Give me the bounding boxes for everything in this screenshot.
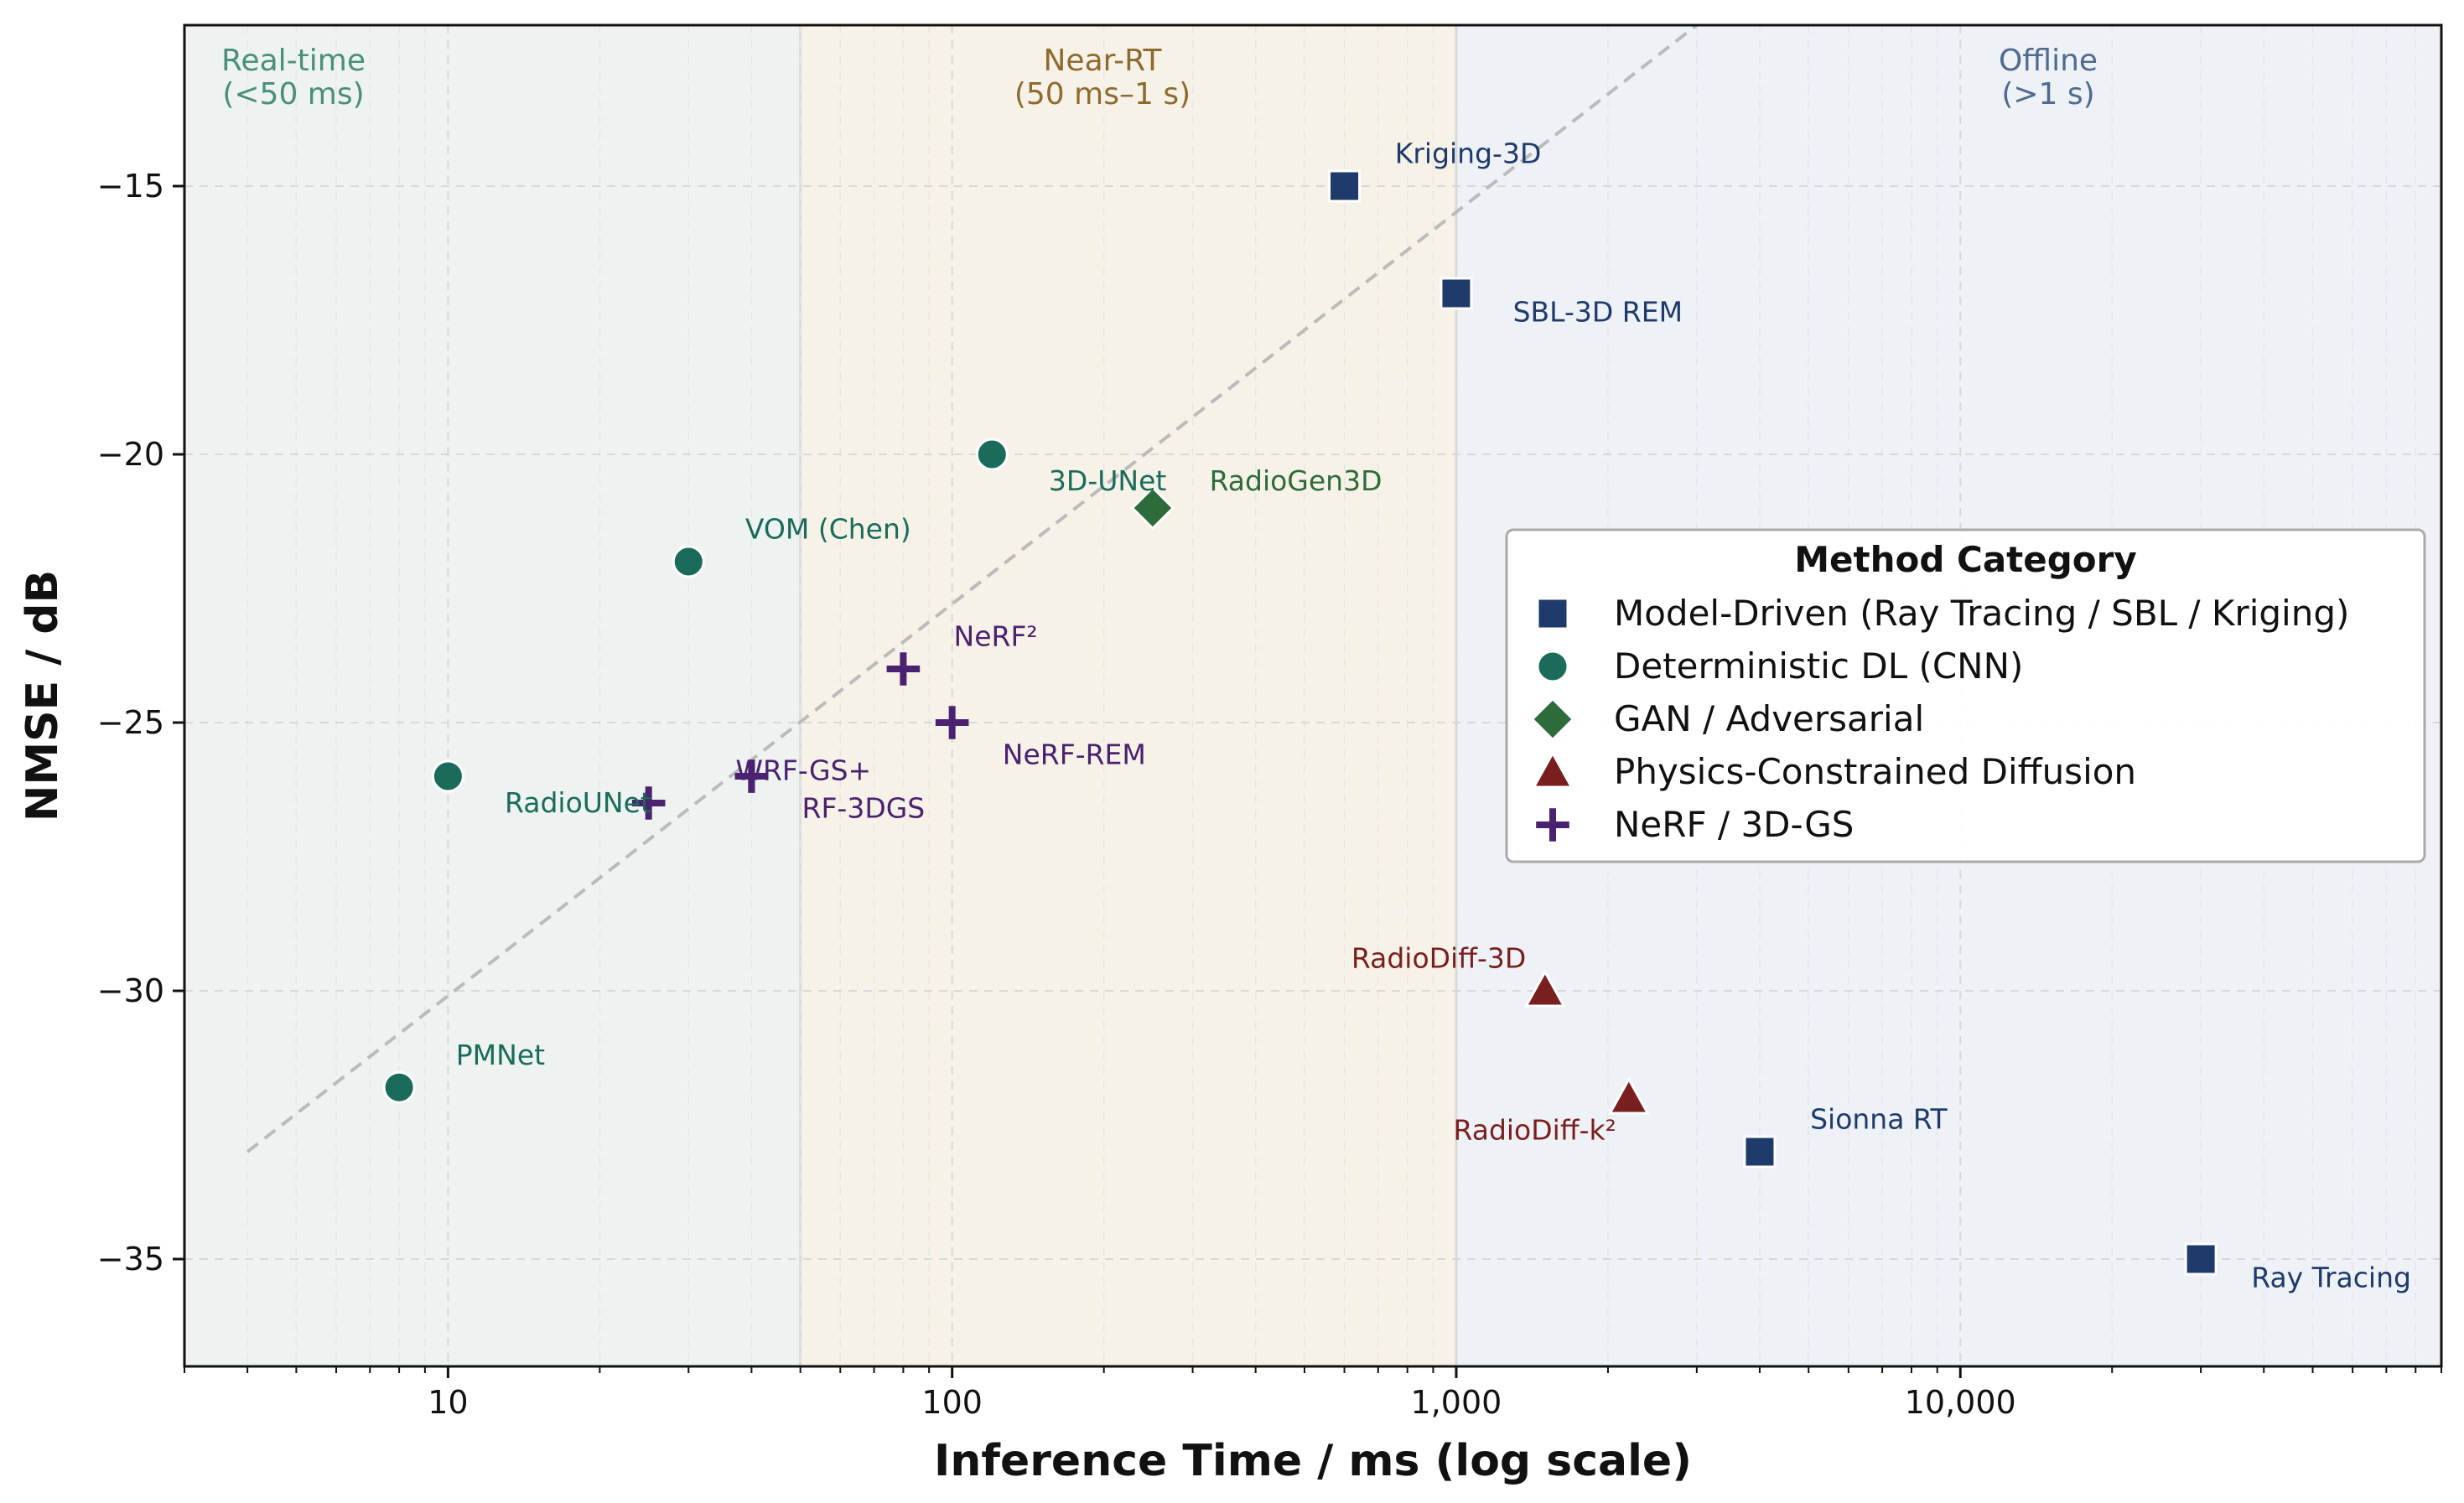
- legend-entry-label: Deterministic DL (CNN): [1614, 645, 2023, 687]
- data-point: [1130, 485, 1175, 531]
- legend-marker: [1536, 597, 1569, 630]
- region-label-sub: (50 ms–1 s): [1014, 77, 1191, 111]
- data-point: [734, 759, 769, 793]
- region-label: Offline: [1999, 44, 2098, 78]
- data-point: [631, 786, 666, 820]
- data-point: [935, 706, 969, 739]
- data-point-label: RadioUNet: [505, 786, 651, 819]
- data-point: [431, 759, 464, 793]
- legend-entry-label: Physics-Constrained Diffusion: [1614, 751, 2136, 792]
- region-label: Near-RT: [1043, 44, 1162, 78]
- legend-marker: [1530, 697, 1575, 742]
- region-labels-layer: Real-time(<50 ms) Near-RT(50 ms–1 s) Offli…: [221, 44, 2098, 111]
- region-band: [184, 25, 801, 1366]
- points-layer: [382, 169, 2218, 1276]
- data-point: [1328, 169, 1362, 203]
- x-tick-label: 1,000: [1411, 1384, 1502, 1421]
- data-point-label: WRF-GS+: [735, 754, 871, 787]
- legend-box: [1505, 528, 2426, 863]
- x-axis-ticks: 10 100 1,000 10,000: [184, 1366, 2442, 1421]
- region-label: Real-time: [221, 44, 366, 78]
- trend-line: [246, 23, 1699, 1153]
- data-point-label: 3D-UNet: [1049, 464, 1166, 497]
- y-axis-title: NMSE / dB: [18, 570, 68, 821]
- legend-marker: [1536, 650, 1569, 683]
- data-point-label: PMNet: [456, 1039, 545, 1071]
- data-point-label: Sionna RT: [1810, 1103, 1948, 1136]
- x-axis-title: Inference Time / ms (log scale): [934, 1436, 1692, 1486]
- data-point: [975, 438, 1009, 471]
- data-point: [1607, 1076, 1650, 1115]
- legend: Method Category Model-Driven (Ray Tracing…: [1505, 528, 2426, 863]
- y-tick-label: −30: [97, 972, 164, 1009]
- data-point-label: Ray Tracing: [2251, 1261, 2411, 1293]
- x-tick-label: 10: [428, 1384, 468, 1421]
- x-tick-label: 100: [921, 1384, 983, 1421]
- data-point: [886, 652, 921, 686]
- legend-title: Method Category: [1794, 539, 2137, 580]
- legend-marker: [1531, 750, 1574, 789]
- data-point: [1439, 277, 1473, 310]
- trend-layer: [246, 23, 1699, 1153]
- legend-entry-label: NeRF / 3D-GS: [1614, 804, 1854, 845]
- data-point-label: RadioGen3D: [1210, 464, 1382, 497]
- data-point-label: RadioDiff-k²: [1454, 1113, 1616, 1146]
- y-axis-ticks: −15 −20 −25 −30 −35: [97, 168, 184, 1278]
- data-point-label: VOM (Chen): [745, 513, 911, 546]
- x-tick-label: 10,000: [1905, 1384, 2016, 1421]
- data-point: [2184, 1242, 2218, 1276]
- point-labels-layer: Kriging-3D SBL-3D REM Sionna RT Ray Tracing…: [456, 137, 2411, 1294]
- data-point-label: NeRF²: [954, 620, 1038, 653]
- data-point-label: Kriging-3D: [1395, 137, 1542, 170]
- y-tick-label: −25: [97, 704, 164, 741]
- legend-entry-label: GAN / Adversarial: [1614, 698, 1924, 739]
- data-point-label: NeRF-REM: [1003, 738, 1146, 770]
- region-label-sub: (<50 ms): [222, 77, 364, 111]
- plot-frame: [183, 23, 2443, 1368]
- data-point-label: RF-3DGS: [802, 791, 926, 824]
- legend-entry-label: Model-Driven (Ray Tracing / SBL / Krigin…: [1614, 593, 2349, 634]
- y-tick-label: −20: [97, 436, 164, 473]
- legend-marker: [1536, 808, 1569, 842]
- data-point-label: RadioDiff-3D: [1351, 942, 1526, 975]
- y-tick-label: −35: [97, 1241, 164, 1278]
- data-point: [1523, 969, 1566, 1008]
- data-point-label: SBL-3D REM: [1513, 295, 1683, 328]
- region-band: [800, 25, 1456, 1366]
- region-label-sub: (>1 s): [2001, 77, 2094, 111]
- y-tick-label: −15: [97, 168, 164, 205]
- data-point: [382, 1070, 416, 1104]
- data-point: [1743, 1135, 1777, 1169]
- data-point: [672, 545, 705, 578]
